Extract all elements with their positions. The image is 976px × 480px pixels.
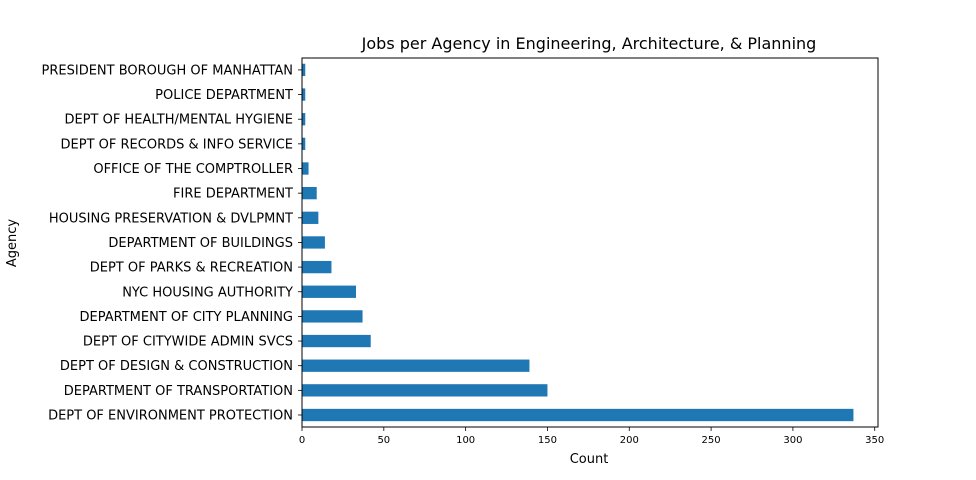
bar [302,310,363,323]
category-label: DEPARTMENT OF BUILDINGS [108,236,293,251]
bar [302,137,306,150]
bar [302,63,306,77]
x-tick-label: 100 [456,435,475,446]
bar [302,88,306,101]
category-label: DEPT OF PARKS & RECREATION [90,261,293,276]
category-label: OFFICE OF THE COMPTROLLER [93,162,293,177]
bar [302,260,332,274]
bar [302,162,309,175]
bar [302,359,530,372]
x-tick-label: 50 [377,435,390,446]
category-label: DEPT OF RECORDS & INFO SERVICE [61,137,293,152]
x-tick-label: 250 [702,435,721,446]
bars-group [302,63,854,422]
bar [302,236,325,249]
bar [302,408,854,422]
plot-frame [301,57,879,428]
category-label: DEPT OF DESIGN & CONSTRUCTION [60,359,293,374]
category-labels: DEPT OF ENVIRONMENT PROTECTION DEPARTMENT… [42,63,302,424]
bar [302,384,548,397]
category-label: HOUSING PRESERVATION & DVLPMNT [49,211,293,226]
x-tick-label: 300 [783,435,802,446]
category-label: NYC HOUSING AUTHORITY [122,285,293,300]
category-label: DEPT OF CITYWIDE ADMIN SVCS [83,335,293,350]
bar [302,334,371,348]
category-label: POLICE DEPARTMENT [155,88,293,103]
x-axis-ticks: 0 50 100 150 200 250 300 350 [299,427,884,446]
category-label: DEPARTMENT OF TRANSPORTATION [64,384,293,399]
x-axis-label: Count [570,452,609,467]
bar [302,285,356,298]
bar [302,211,319,224]
category-label: DEPT OF HEALTH/MENTAL HYGIENE [64,113,293,128]
category-label: PRESIDENT BOROUGH OF MANHATTAN [42,63,293,78]
bar [302,187,317,200]
category-label: DEPARTMENT OF CITY PLANNING [79,310,293,325]
x-tick-label: 150 [538,435,557,446]
bar [302,113,306,126]
x-tick-label: 0 [299,435,305,446]
chart-title: Jobs per Agency in Engineering, Architec… [361,34,817,53]
y-axis-label: Agency [5,219,20,268]
x-tick-label: 350 [865,435,884,446]
x-tick-label: 200 [620,435,639,446]
category-label: FIRE DEPARTMENT [173,187,293,202]
category-label: DEPT OF ENVIRONMENT PROTECTION [48,409,293,424]
